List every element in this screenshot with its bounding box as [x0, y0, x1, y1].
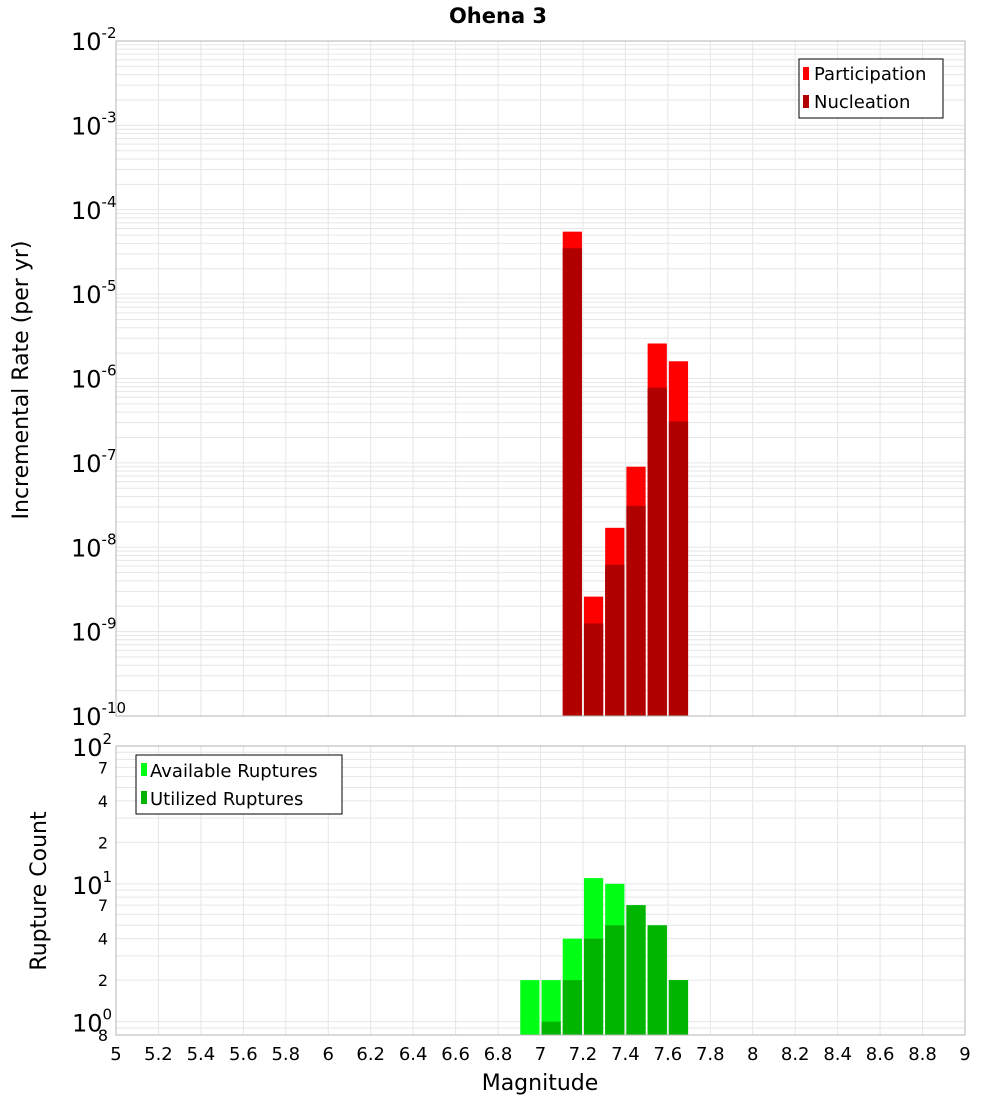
y-tick-exponent: -3	[102, 108, 117, 126]
x-tick-label: 7.2	[569, 1044, 598, 1065]
y-tick-label: 7	[98, 758, 108, 777]
legend-swatch-utilized	[141, 791, 147, 804]
x-tick-label: 5.8	[271, 1044, 300, 1065]
bottom-chart-bars	[520, 878, 689, 1035]
bar-nucleation	[583, 623, 604, 716]
bar-nucleation	[626, 505, 646, 716]
bar-available	[520, 980, 540, 1035]
y-tick-exponent: 0	[103, 1006, 113, 1024]
bar-utilized	[668, 980, 689, 1035]
x-tick-label: 7.8	[696, 1044, 725, 1065]
y-tick-label: 10-5	[71, 277, 117, 309]
bottom-chart-frame	[115, 745, 966, 1036]
y-tick-exponent: -6	[102, 362, 117, 380]
x-tick-label: 7.6	[654, 1044, 683, 1065]
y-tick-exponent: 1	[103, 868, 113, 886]
bottom-legend: Available Ruptures Utilized Ruptures	[135, 754, 343, 815]
y-tick-label: 10-9	[71, 615, 117, 647]
x-tick-label: 8	[747, 1044, 758, 1065]
top-legend-box	[798, 58, 944, 119]
y-tick-exponent: -7	[102, 446, 117, 464]
bar-utilized	[583, 938, 604, 1035]
y-tick-label: 4	[98, 930, 108, 949]
y-tick-label: 7	[98, 896, 108, 915]
bar-utilized	[541, 1021, 561, 1035]
top-y-tick-labels: 10-2 10-3 10-4 10-5 10-6 10-7 10-8 10-9 10-10	[71, 24, 126, 731]
y-tick-exponent: -4	[102, 193, 117, 211]
x-tick-label: 5.6	[229, 1044, 258, 1065]
bar-utilized	[626, 905, 646, 1035]
bottom-y-axis-label: Rupture Count	[27, 811, 52, 971]
y-tick-label: 101	[72, 868, 112, 900]
x-tick-label: 7	[535, 1044, 546, 1065]
y-tick-label: 2	[98, 833, 108, 852]
bar-utilized	[647, 925, 667, 1035]
y-tick-label: 2	[98, 971, 108, 990]
legend-label-participation: Participation	[814, 64, 926, 85]
y-tick-exponent: -10	[102, 699, 127, 717]
top-legend: Participation Nucleation	[798, 58, 944, 119]
y-tick-exponent: -9	[102, 615, 117, 633]
top-chart-bars	[562, 231, 689, 717]
y-tick-exponent: -8	[102, 530, 117, 548]
legend-label-nucleation: Nucleation	[814, 92, 910, 113]
x-tick-label: 8.4	[823, 1044, 852, 1065]
bar-nucleation	[647, 387, 667, 716]
x-tick-label: 8.8	[908, 1044, 937, 1065]
y-tick-label: 10-7	[71, 446, 117, 478]
x-tick-label: 6	[323, 1044, 334, 1065]
y-tick-label: 10-10	[71, 699, 126, 731]
bar-available	[541, 980, 561, 1035]
y-tick-label: 10-8	[71, 530, 117, 562]
y-tick-exponent: -5	[102, 277, 117, 295]
top-chart-frame	[115, 40, 966, 717]
legend-label-available: Available Ruptures	[150, 761, 318, 782]
y-tick-exponent: 2	[103, 730, 113, 748]
x-tick-label: 5	[110, 1044, 121, 1065]
x-tick-label: 8.2	[781, 1044, 810, 1065]
y-tick-label: 102	[72, 730, 112, 762]
x-tick-label: 5.4	[187, 1044, 216, 1065]
x-tick-label: 8.6	[866, 1044, 895, 1065]
y-tick-label: 10-6	[71, 362, 117, 394]
top-chart-grid	[115, 41, 966, 717]
legend-swatch-nucleation	[803, 95, 809, 108]
legend-swatch-participation	[803, 67, 809, 80]
y-tick-label: 10-4	[71, 193, 117, 225]
x-tick-labels: 5 5.2 5.4 5.6 5.8 6 6.2 6.4 6.6 6.8 7 7.2 7.4 7.6 7.8 8…	[110, 1044, 970, 1065]
bottom-legend-box	[135, 754, 343, 815]
x-tick-label: 9	[959, 1044, 970, 1065]
top-y-axis-label: Incremental Rate (per yr)	[9, 241, 34, 520]
y-tick-exponent: -2	[102, 24, 117, 42]
bar-utilized	[605, 925, 625, 1035]
y-tick-label: 10-3	[71, 108, 117, 140]
bar-nucleation	[562, 248, 582, 717]
bar-nucleation	[668, 421, 689, 716]
bar-utilized	[562, 980, 582, 1035]
y-tick-label: 8	[98, 1026, 108, 1045]
bar-nucleation	[605, 564, 625, 716]
x-tick-label: 6.2	[356, 1044, 385, 1065]
chart-title: Ohena 3	[449, 4, 547, 28]
legend-swatch-available	[141, 763, 147, 776]
y-tick-label: 4	[98, 792, 108, 811]
x-tick-label: 6.8	[484, 1044, 513, 1065]
x-tick-label: 6.6	[441, 1044, 470, 1065]
y-tick-label: 10-2	[71, 24, 117, 56]
legend-label-utilized: Utilized Ruptures	[150, 789, 303, 810]
x-tick-label: 6.4	[399, 1044, 428, 1065]
x-axis-label: Magnitude	[482, 1071, 599, 1096]
x-tick-label: 5.2	[144, 1044, 173, 1065]
x-tick-label: 7.4	[611, 1044, 640, 1065]
